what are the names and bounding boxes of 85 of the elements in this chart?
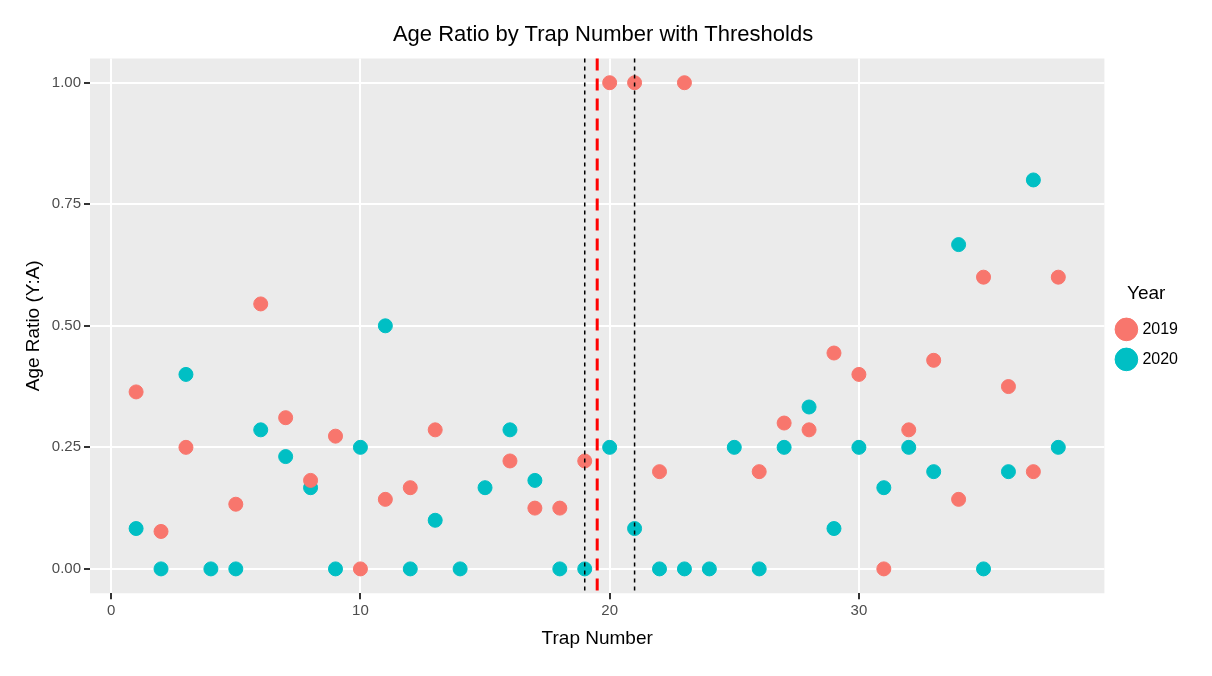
y-tick-label: 0.50	[51, 315, 81, 333]
point	[826, 345, 842, 361]
point	[901, 422, 917, 438]
x-tick-label: 10	[352, 601, 369, 619]
point	[602, 75, 618, 91]
point	[652, 464, 668, 480]
point	[1000, 379, 1016, 395]
point	[552, 500, 568, 516]
point	[203, 561, 219, 577]
point	[801, 399, 817, 415]
point	[751, 464, 767, 480]
x-tick-label: 30	[850, 601, 868, 619]
point	[776, 439, 792, 455]
point	[178, 439, 194, 455]
point	[303, 472, 319, 488]
x-tick-label: 0	[107, 601, 116, 619]
point	[901, 439, 917, 455]
y-tick-label: 1.00	[51, 72, 81, 90]
point	[676, 75, 692, 91]
point	[701, 561, 717, 577]
point	[352, 439, 368, 455]
point	[676, 561, 692, 577]
point	[627, 75, 643, 91]
point	[502, 422, 518, 438]
point	[452, 561, 468, 577]
point	[377, 491, 393, 507]
point	[502, 453, 518, 469]
y-tick-label: 0.75	[51, 194, 81, 212]
point	[178, 366, 194, 382]
point	[527, 500, 543, 516]
point	[153, 561, 169, 577]
point	[876, 480, 892, 496]
point	[228, 496, 244, 512]
x-axis-title: Trap Number	[541, 626, 654, 648]
point	[477, 480, 493, 496]
point	[751, 561, 767, 577]
point	[1025, 172, 1041, 188]
point	[776, 415, 792, 431]
point	[278, 449, 294, 465]
point	[801, 422, 817, 438]
point	[1000, 464, 1016, 480]
point	[128, 521, 144, 537]
point	[153, 523, 169, 539]
point	[926, 464, 942, 480]
point	[926, 352, 942, 368]
point	[128, 384, 144, 400]
point	[876, 561, 892, 577]
point	[377, 318, 393, 334]
y-tick-label: 0.25	[51, 437, 81, 455]
point	[253, 422, 269, 438]
legend-label: 2019	[1142, 319, 1179, 337]
point	[1025, 464, 1041, 480]
point	[352, 561, 368, 577]
point	[976, 269, 992, 285]
point	[826, 521, 842, 537]
point	[1050, 439, 1066, 455]
point	[402, 561, 418, 577]
point	[253, 296, 269, 312]
point	[951, 491, 967, 507]
point	[402, 480, 418, 496]
legend-title: Year	[1127, 282, 1167, 304]
point	[976, 561, 992, 577]
point	[951, 237, 967, 253]
point	[851, 366, 867, 382]
point	[427, 422, 443, 438]
point	[627, 521, 643, 537]
point	[328, 428, 343, 444]
legend-label: 2020	[1142, 349, 1179, 367]
x-tick-label: 20	[601, 601, 619, 619]
point	[851, 439, 867, 455]
chart-title: Age Ratio by Trap Number with Thresholds	[392, 21, 814, 47]
point	[328, 561, 343, 577]
point	[602, 439, 618, 455]
point	[726, 439, 742, 455]
point	[278, 410, 294, 426]
point	[427, 512, 443, 528]
point	[577, 453, 593, 469]
point	[577, 561, 593, 577]
point	[652, 561, 668, 577]
point	[552, 561, 568, 577]
point	[527, 472, 543, 488]
y-tick-label: 0.00	[51, 559, 81, 577]
point	[228, 561, 244, 577]
point	[1050, 269, 1066, 285]
y-axis-title: Age Ratio (Y:A)	[21, 260, 43, 392]
